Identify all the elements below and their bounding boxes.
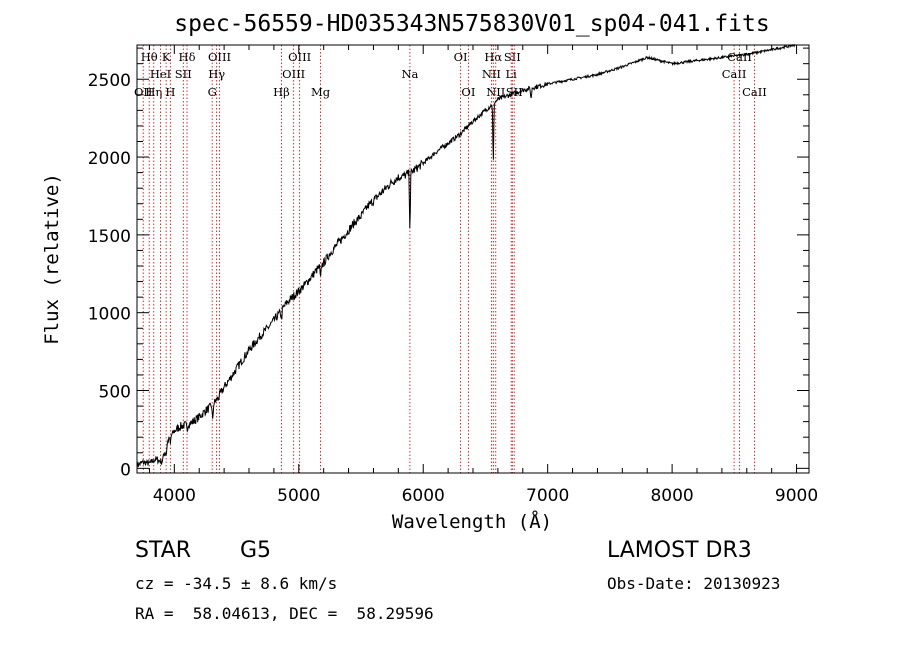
redshift-text: cz = -34.5 ± 8.6 km/s [135,574,338,593]
line-marker-label: Hβ [273,85,290,99]
line-marker-label: HeI [150,67,171,81]
line-marker-label: G [208,85,217,99]
x-tick-label: 7000 [526,486,569,506]
line-marker-label: NII [486,85,505,99]
line-marker-label: OI [461,85,475,99]
x-tick-label: 8000 [650,486,693,506]
line-marker-label: Hθ [141,50,158,64]
line-marker-label: OIII [208,50,231,64]
line-marker-label: OI [454,50,468,64]
object-class: STAR [135,538,192,563]
line-marker-label: OII [134,85,153,99]
y-tick-label: 1000 [88,305,131,325]
x-tick-label: 5000 [277,486,320,506]
spectrum-series [136,43,796,469]
line-marker-label: SII [504,50,521,64]
line-markers: OIIHθHηHeIKHSIIHδGHγOIIIHβOIIIOIIIMgNaOI… [134,45,767,473]
y-axis-label: Flux (relative) [41,173,63,345]
y-tick-label: 2000 [88,149,131,169]
line-marker-label: Hη [145,85,162,99]
line-marker-label: OIII [288,50,311,64]
y-tick-label: 0 [120,460,131,480]
line-marker-label: K [162,50,171,64]
line-marker-label: OIII [282,67,305,81]
x-axis-label: Wavelength (Å) [392,510,552,533]
survey-name: LAMOST DR3 [607,538,752,563]
plot-frame [136,44,810,474]
spectrum-line [136,43,796,469]
y-tick-label: 500 [99,383,131,403]
line-marker-label: CaII [727,50,752,64]
line-marker-label: NII [482,67,501,81]
line-marker-label: SII [175,67,192,81]
obs-date-text: Obs-Date: 20130923 [607,574,781,593]
line-marker-label: Mg [311,85,331,99]
x-tick-label: 4000 [153,486,196,506]
x-tick-label: 6000 [402,486,445,506]
coordinates-text: RA = 58.04613, DEC = 58.29596 [135,604,434,623]
line-marker-label: Na [401,67,418,81]
axis-ticks: 4000 5000 6000 7000 8000 9000 0 500 1000 1500 2000… [88,45,818,506]
object-subclass: G5 [240,538,272,563]
line-marker-label: Hα [484,50,502,64]
line-marker-label: Hγ [208,67,225,81]
line-marker-label: CaII [722,67,747,81]
line-marker-label: Hδ [179,50,196,64]
line-marker-label: Li [506,67,518,81]
chart-title: spec-56559-HD035343N575830V01_sp04-041.f… [174,11,769,37]
line-marker-label: H [165,85,175,99]
y-tick-label: 1500 [88,227,131,247]
x-tick-label: 9000 [775,486,818,506]
line-marker-label: CaII [742,85,767,99]
y-tick-label: 2500 [88,71,131,91]
